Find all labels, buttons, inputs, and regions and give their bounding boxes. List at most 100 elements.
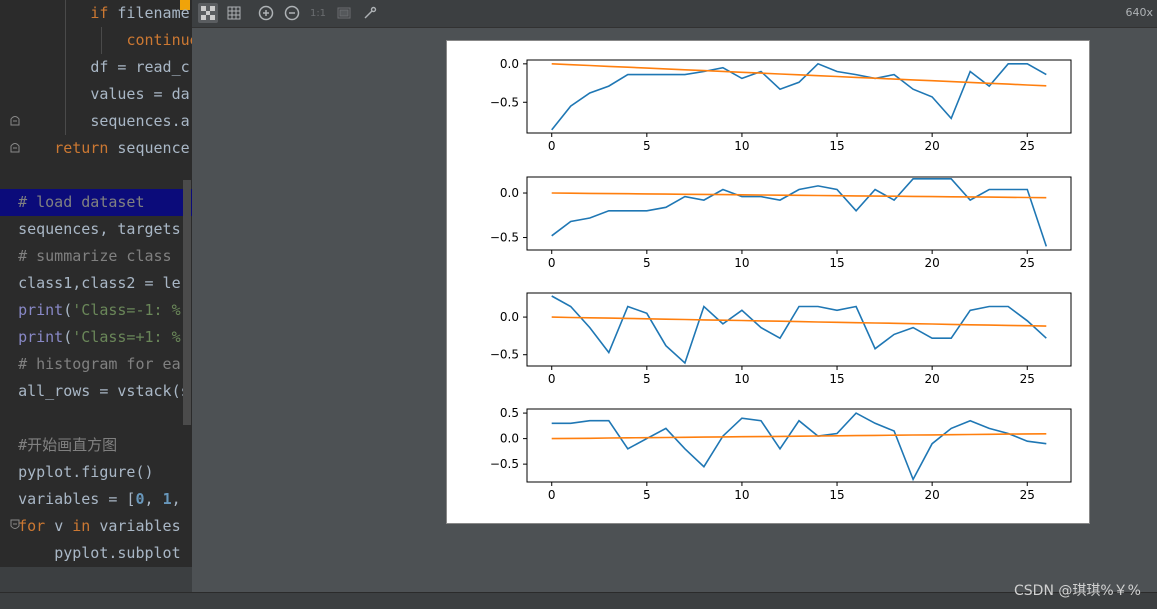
code-indent [0,544,54,562]
code-line[interactable]: print('Class=-1: % [0,297,192,324]
code-token: # histogram for ea [18,355,181,373]
code-line[interactable]: # load dataset [0,189,192,216]
color-picker-icon[interactable] [360,3,380,23]
code-token: all_rows = vstack(s [18,382,190,400]
fold-icon[interactable] [9,114,21,126]
code-token: df = read_c [90,58,190,76]
code-token: ( [63,328,73,346]
code-token: #开始画直方图 [18,436,118,454]
y-tick-label: 0.5 [500,406,519,420]
code-token: pyplot.figure() [18,463,154,481]
grid-icon[interactable] [224,3,244,23]
viewer-toolbar: 1:1 640x [192,0,1157,28]
code-line[interactable]: if filename [0,0,192,27]
code-indent [0,193,18,211]
status-bar [0,592,1157,609]
zoom-out-icon[interactable] [282,3,302,23]
code-indent [0,58,90,76]
code-line[interactable]: return sequence [0,135,192,162]
code-line[interactable]: sequences.a [0,108,192,135]
zoom-level: 640x [1125,6,1153,19]
image-viewer: 1:1 640x 0 5 10 15 20 25 0.0 −0.5 0 5 10 15 20 25 0.0 −… [192,0,1157,592]
series-line-data [551,178,1048,247]
subplot-axes [526,176,1072,251]
code-token: in [72,517,100,535]
code-line[interactable]: print('Class=+1: % [0,324,192,351]
code-token: pyplot.subplot [54,544,181,562]
editor-scrollbar[interactable] [183,180,191,425]
code-line[interactable]: # summarize class [0,243,192,270]
watermark: CSDN @琪琪%￥% [1014,583,1141,599]
subplots-chart: 0 5 10 15 20 25 0.0 −0.5 0 5 10 15 20 25 0.0 −0.5 0 5 10 15… [490,57,1072,502]
code-token: 1 [162,490,172,508]
x-tick-label: 10 [734,372,749,386]
series-line-trend [551,316,1047,327]
series-line-trend [551,63,1047,87]
code-token: 0 [135,490,145,508]
code-line[interactable]: #开始画直方图 [0,432,192,459]
x-tick-label: 0 [548,256,556,270]
series-line-data [551,412,1047,482]
code-token: ( [63,301,73,319]
code-line[interactable]: for v in variables [0,513,192,540]
code-token: variables [99,517,181,535]
fit-icon[interactable] [334,3,354,23]
code-line[interactable]: values = da [0,81,192,108]
y-tick-label: −0.5 [490,348,519,362]
code-indent [0,328,18,346]
subplot-axes [526,59,1072,134]
code-token: 'Class=+1: % [72,328,181,346]
code-line[interactable]: all_rows = vstack(s [0,378,192,405]
code-line[interactable]: continue [0,27,192,54]
code-line[interactable]: variables = [0, 1, [0,486,192,513]
code-token: sequence [117,139,190,157]
code-indent [0,85,90,103]
x-tick-label: 25 [1020,488,1035,502]
code-indent [0,301,18,319]
code-token: # load dataset [18,193,145,211]
zoom-in-icon[interactable] [256,3,276,23]
code-indent [0,4,90,22]
x-tick-label: 15 [829,372,844,386]
code-line[interactable]: pyplot.figure() [0,459,192,486]
code-editor[interactable]: if filename continue df = read_c values … [0,0,192,567]
code-token: if [90,4,118,22]
code-indent [0,463,18,481]
x-tick-label: 5 [643,488,651,502]
checker-icon[interactable] [198,3,218,23]
indent-guide [65,0,66,135]
y-tick-label: −0.5 [490,95,519,109]
indent-guide [101,27,102,54]
code-indent [0,247,18,265]
code-token: , [144,490,163,508]
actual-size-icon[interactable]: 1:1 [309,7,327,19]
code-token: return [54,139,118,157]
code-indent [0,220,18,238]
code-line[interactable]: df = read_c [0,54,192,81]
x-tick-label: 0 [548,372,556,386]
code-line[interactable]: pyplot.subplot [0,540,192,567]
x-tick-label: 15 [829,256,844,270]
code-token: , [171,490,181,508]
code-line[interactable]: # histogram for ea [0,351,192,378]
y-tick-label: −0.5 [490,457,519,471]
x-tick-label: 10 [734,488,749,502]
y-tick-label: 0.0 [500,57,519,71]
code-indent [0,31,126,49]
x-tick-label: 20 [925,372,940,386]
code-line[interactable] [0,162,192,189]
code-line[interactable]: class1,class2 = le [0,270,192,297]
series-line-trend [551,192,1047,199]
code-token: sequences, targets [18,220,181,238]
code-line[interactable] [0,405,192,432]
x-tick-label: 25 [1020,372,1035,386]
fold-icon[interactable] [9,519,21,531]
code-token: filename [117,4,190,22]
code-token: values = da [90,85,190,103]
fold-icon[interactable] [9,141,21,153]
subplot-axes [526,292,1072,367]
code-line[interactable]: sequences, targets [0,216,192,243]
code-token: variables = [ [18,490,136,508]
x-tick-label: 5 [643,256,651,270]
code-indent [0,382,18,400]
